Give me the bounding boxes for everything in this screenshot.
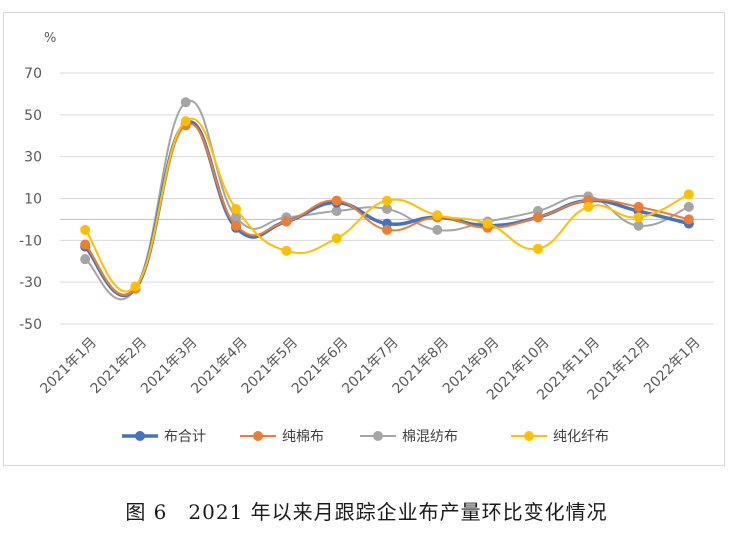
series-4 bbox=[80, 116, 694, 293]
data-point bbox=[231, 212, 242, 223]
legend-marker bbox=[524, 431, 534, 441]
data-point bbox=[432, 210, 443, 221]
data-point bbox=[382, 203, 392, 214]
legend-item: 布合计 bbox=[122, 429, 206, 445]
legend-label: 布合计 bbox=[164, 429, 206, 445]
y-tick-label: -30 bbox=[19, 275, 42, 291]
data-point bbox=[583, 201, 594, 212]
y-unit-label: % bbox=[44, 31, 56, 46]
y-tick-label: -10 bbox=[19, 233, 42, 249]
data-point bbox=[331, 233, 342, 244]
data-point bbox=[130, 281, 141, 292]
legend-label: 棉混纺布 bbox=[402, 428, 458, 445]
data-point bbox=[633, 201, 644, 212]
legend-label: 纯棉布 bbox=[282, 428, 324, 445]
data-point bbox=[432, 224, 443, 235]
data-point bbox=[633, 212, 644, 223]
legend-item: 纯化纤布 bbox=[511, 429, 609, 445]
data-point bbox=[331, 195, 342, 206]
legend-label: 纯化纤布 bbox=[553, 429, 609, 445]
data-point bbox=[80, 254, 91, 265]
legend-item: 棉混纺布 bbox=[360, 428, 458, 445]
data-point bbox=[180, 116, 191, 127]
y-tick-label: -50 bbox=[19, 317, 42, 333]
legend-item: 纯棉布 bbox=[240, 428, 324, 445]
data-point bbox=[683, 189, 694, 200]
data-point bbox=[633, 220, 644, 231]
legend-marker bbox=[373, 431, 383, 441]
y-tick-label: 70 bbox=[24, 66, 42, 82]
data-point bbox=[683, 201, 694, 212]
series-line bbox=[84, 99, 690, 301]
data-point bbox=[80, 239, 91, 250]
y-tick-label: 30 bbox=[24, 150, 42, 166]
data-point bbox=[80, 224, 91, 235]
y-tick-label: 50 bbox=[24, 108, 42, 124]
data-point bbox=[532, 243, 543, 254]
data-point bbox=[331, 206, 342, 217]
y-tick-label: 10 bbox=[24, 192, 42, 208]
series-line bbox=[84, 117, 690, 293]
data-point bbox=[382, 224, 392, 235]
data-point bbox=[281, 216, 292, 227]
legend-marker bbox=[135, 431, 145, 441]
data-point bbox=[231, 203, 242, 214]
data-point bbox=[482, 218, 493, 229]
legend-marker bbox=[253, 431, 263, 441]
data-point bbox=[382, 195, 392, 206]
chart-frame: % 70 50 30 10 -10 -30 -50 2021年1月 2021年2月 2021年3… bbox=[3, 12, 725, 466]
data-point bbox=[683, 214, 694, 225]
data-point bbox=[231, 220, 242, 231]
data-point bbox=[532, 212, 543, 223]
data-point bbox=[180, 97, 191, 108]
data-point bbox=[281, 245, 292, 256]
figure-caption: 图 6 2021 年以来月跟踪企业布产量环比变化情况 bbox=[125, 500, 608, 524]
